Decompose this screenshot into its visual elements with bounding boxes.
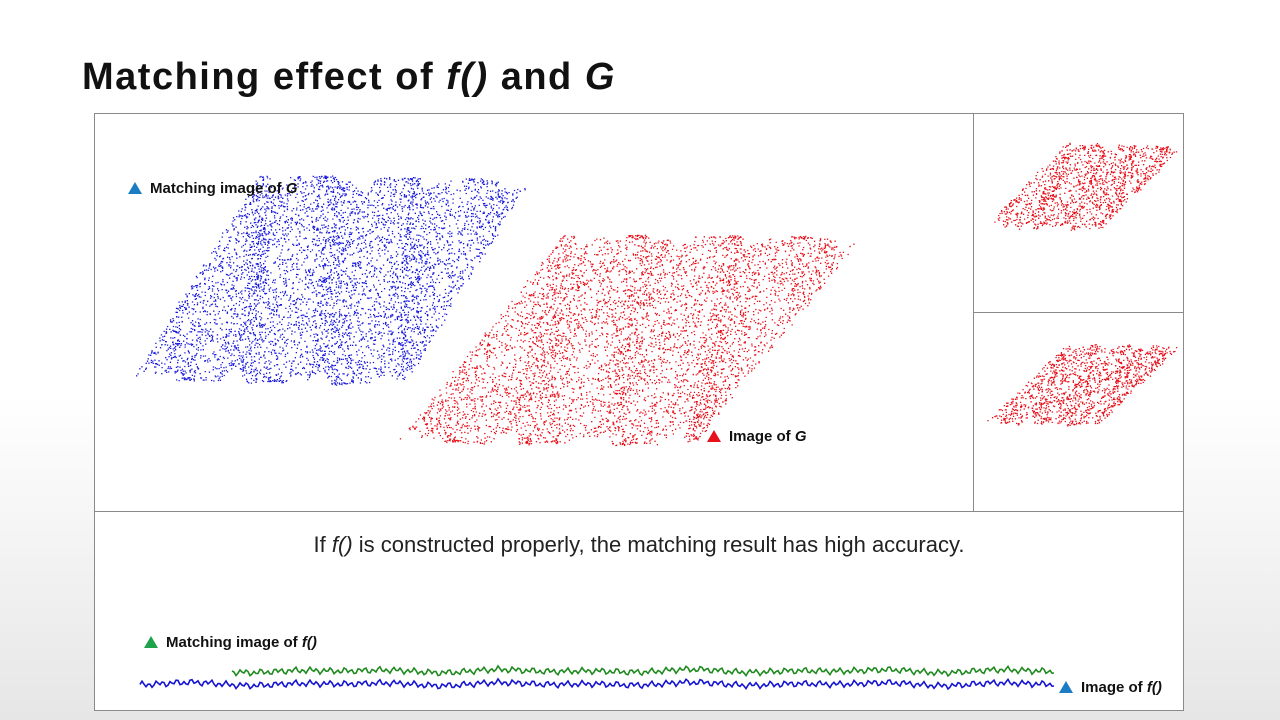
triangle-marker-icon xyxy=(144,636,158,648)
thumbnail-bottom-panel xyxy=(973,312,1184,512)
triangle-marker-icon xyxy=(1059,681,1073,693)
title-f: f() xyxy=(446,56,489,98)
image-f-label: Image of f() xyxy=(1059,679,1162,696)
title-g: G xyxy=(584,56,616,98)
image-g-symbol: G xyxy=(794,428,807,445)
thumbnail-bottom-point-cloud xyxy=(987,343,1178,427)
image-f-symbol: f() xyxy=(1146,679,1162,696)
red-cloud-layer-points xyxy=(399,234,855,447)
image-g-label: Image of G xyxy=(707,428,807,445)
thumbnail-top-point-cloud xyxy=(994,142,1178,231)
red-cloud-layer xyxy=(399,234,855,447)
image-g-text: Image of xyxy=(729,428,795,445)
title-prefix: Matching effect of xyxy=(82,56,447,98)
bottom-figure-panel: If f() is constructed properly, the matc… xyxy=(94,511,1184,711)
blue-cloud-layer-points xyxy=(136,175,526,386)
image-f-text: Image of xyxy=(1081,679,1147,696)
slide-title: Matching effect of f() and G xyxy=(82,56,616,99)
main-figure-panel: Matching image of G Image of G xyxy=(94,113,974,512)
matching-image-f-symbol: f() xyxy=(301,634,317,651)
matching-image-f-text: Matching image of xyxy=(166,634,302,651)
caption-suffix: is constructed properly, the matching re… xyxy=(352,532,965,557)
matching-image-point-cloud xyxy=(136,175,526,386)
caption-f: f() xyxy=(331,532,353,557)
thumbnail-top-panel xyxy=(973,113,1184,313)
matching-image-g-label: Matching image of G xyxy=(128,180,298,197)
triangle-marker-icon xyxy=(707,430,721,442)
matching-image-g-text: Matching image of xyxy=(150,180,286,197)
title-and: and xyxy=(488,56,585,98)
caption-prefix: If xyxy=(313,532,332,557)
image-point-cloud xyxy=(399,234,855,447)
point-cloud-figure xyxy=(136,175,855,447)
caption-text: If f() is constructed properly, the matc… xyxy=(95,532,1183,558)
curve-figure xyxy=(139,664,1055,691)
matching-image-g-symbol: G xyxy=(285,180,298,197)
triangle-marker-icon xyxy=(128,182,142,194)
image-f-curve xyxy=(139,677,1055,691)
thumb-bottom-layer-points xyxy=(987,343,1178,427)
thumb-bottom-layer xyxy=(987,343,1178,427)
matching-image-f-label: Matching image of f() xyxy=(144,634,317,651)
thumb-top-layer-points xyxy=(994,142,1178,231)
blue-cloud-layer xyxy=(136,175,526,386)
matching-image-f-curve xyxy=(231,664,1055,678)
thumb-top-layer xyxy=(994,142,1178,231)
